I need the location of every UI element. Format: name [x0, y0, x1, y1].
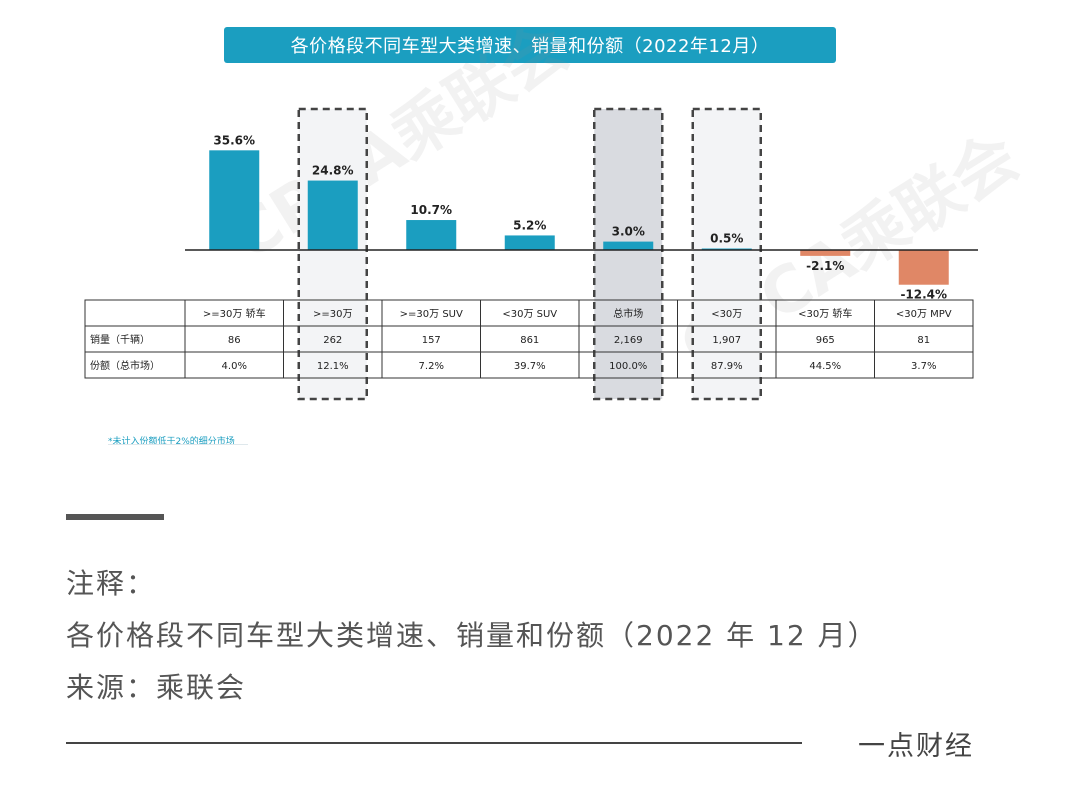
table-row-label: 份额（总市场）: [90, 359, 160, 372]
category-label: >=30万 SUV: [400, 309, 463, 320]
table-cell: 86: [228, 335, 241, 346]
data-label: -12.4%: [900, 288, 947, 302]
highlight-box: [691, 107, 762, 401]
bar: [209, 150, 260, 250]
bar: [603, 241, 654, 250]
highlight-box: [297, 107, 368, 401]
data-label: 0.5%: [710, 232, 743, 246]
table-cell: 4.0%: [222, 361, 247, 372]
highlight-box: [593, 107, 664, 401]
bar: [504, 235, 555, 250]
table-cell: 157: [422, 335, 441, 346]
table-cell: 7.2%: [419, 361, 444, 372]
data-label: 24.8%: [312, 164, 354, 178]
notes-block: 注释： 各价格段不同车型大类增速、销量和份额（2022 年 12 月） 来源：乘…: [66, 558, 878, 714]
table-cell: 81: [917, 335, 930, 346]
data-label: 10.7%: [410, 203, 452, 217]
table-cell: 3.7%: [911, 361, 936, 372]
data-label: 5.2%: [513, 218, 546, 232]
bar: [898, 250, 949, 285]
bar: [800, 250, 851, 256]
table-row-label: 销量（千辆）: [90, 333, 150, 346]
data-label: 35.6%: [213, 133, 255, 147]
notes-source: 来源：乘联会: [66, 671, 247, 704]
bar: [406, 220, 457, 250]
chart-title: 各价格段不同车型大类增速、销量和份额（2022年12月）: [224, 27, 836, 63]
category-label: <30万: [711, 309, 742, 320]
category-label: 总市场: [613, 307, 643, 320]
divider: [66, 742, 802, 744]
table-cell: 12.1%: [317, 361, 349, 372]
bar-chart: 35.6% 24.8% 10.7% 5.2% 3.0% 0.5% -2.1% -12.4% >=…: [84, 107, 978, 401]
data-label: 3.0%: [612, 225, 645, 239]
table-cell: 1,907: [712, 335, 741, 346]
bar: [307, 180, 358, 250]
chart-footnote: *未计入份额低于2%的细分市场: [108, 437, 235, 447]
data-label: -2.1%: [806, 259, 844, 273]
category-label: <30万 MPV: [896, 309, 952, 320]
table-cell: 2,169: [614, 335, 643, 346]
category-label: <30万 SUV: [502, 309, 557, 320]
brand-name: 一点财经: [858, 731, 974, 762]
table-cell: 965: [816, 335, 835, 346]
table-cell: 87.9%: [711, 361, 743, 372]
table-cell: 861: [520, 335, 539, 346]
divider: [108, 444, 248, 445]
table-cell: 262: [323, 335, 342, 346]
table-cell: 39.7%: [514, 361, 546, 372]
divider: [66, 514, 164, 520]
notes-heading: 注释：: [66, 567, 157, 600]
category-label: >=30万: [313, 309, 352, 320]
table-cell: 100.0%: [609, 361, 647, 372]
category-label: >=30万 轿车: [203, 307, 266, 320]
table-cell: 44.5%: [809, 361, 841, 372]
category-label: <30万 轿车: [798, 307, 852, 320]
notes-caption: 各价格段不同车型大类增速、销量和份额（2022 年 12 月）: [66, 619, 878, 652]
